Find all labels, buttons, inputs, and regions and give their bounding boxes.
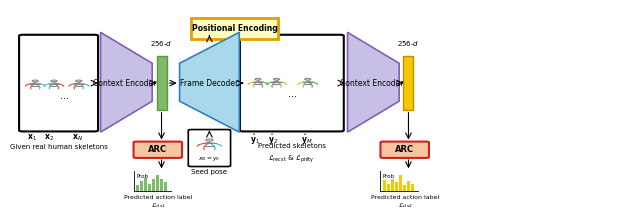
FancyBboxPatch shape: [152, 179, 156, 191]
FancyBboxPatch shape: [412, 184, 415, 191]
Text: $\hat{\mathbf{y}}_M$: $\hat{\mathbf{y}}_M$: [301, 133, 312, 147]
Text: Positional Encoding: Positional Encoding: [192, 24, 278, 33]
FancyBboxPatch shape: [391, 178, 394, 191]
FancyBboxPatch shape: [403, 185, 406, 191]
Text: $\mathbf{x}_2$: $\mathbf{x}_2$: [44, 133, 54, 143]
FancyBboxPatch shape: [383, 180, 386, 191]
Text: Context Encoder: Context Encoder: [340, 79, 403, 88]
Text: Prob: Prob: [383, 174, 395, 179]
FancyBboxPatch shape: [240, 35, 344, 131]
Text: $\mathbf{x}_N$: $\mathbf{x}_N$: [72, 133, 83, 143]
FancyBboxPatch shape: [156, 175, 159, 191]
FancyBboxPatch shape: [403, 56, 413, 110]
Text: 256-$d$: 256-$d$: [150, 39, 173, 48]
Text: $\hat{\mathbf{y}}_2$: $\hat{\mathbf{y}}_2$: [268, 133, 278, 147]
FancyBboxPatch shape: [136, 186, 139, 191]
Polygon shape: [180, 32, 239, 132]
Text: 256-$d$: 256-$d$: [397, 39, 420, 48]
FancyBboxPatch shape: [191, 18, 278, 39]
FancyBboxPatch shape: [188, 129, 230, 166]
Text: ARC: ARC: [395, 145, 414, 154]
FancyBboxPatch shape: [164, 182, 168, 191]
Text: $\mathcal{L}_{\mathrm{recst}}$ & $\mathcal{L}_{\mathrm{pnlty}}$: $\mathcal{L}_{\mathrm{recst}}$ & $\mathc…: [268, 154, 315, 165]
FancyBboxPatch shape: [399, 175, 403, 191]
Text: $x_N = y_0$: $x_N = y_0$: [198, 155, 220, 163]
Text: Context Encoder: Context Encoder: [93, 79, 157, 88]
Text: Seed pose: Seed pose: [191, 169, 227, 175]
Text: Predicted skeletons: Predicted skeletons: [257, 143, 326, 149]
FancyBboxPatch shape: [148, 184, 151, 191]
FancyBboxPatch shape: [387, 184, 390, 191]
Text: Frame Decoder: Frame Decoder: [180, 79, 239, 88]
Text: ...: ...: [60, 91, 69, 101]
FancyBboxPatch shape: [19, 35, 98, 131]
Polygon shape: [348, 32, 399, 132]
Text: Prob: Prob: [136, 174, 148, 179]
FancyBboxPatch shape: [380, 142, 429, 158]
FancyBboxPatch shape: [395, 182, 398, 191]
Polygon shape: [100, 32, 152, 132]
FancyBboxPatch shape: [140, 181, 143, 191]
Text: ARC: ARC: [148, 145, 167, 154]
Text: Given real human skeletons: Given real human skeletons: [10, 144, 108, 150]
Text: ...: ...: [287, 89, 297, 99]
FancyBboxPatch shape: [134, 142, 182, 158]
FancyBboxPatch shape: [160, 179, 163, 191]
Text: $\hat{\mathbf{y}}_1$: $\hat{\mathbf{y}}_1$: [250, 133, 260, 147]
FancyBboxPatch shape: [157, 56, 166, 110]
Text: Predicted action label
$\mathcal{L}_{\mathrm{cls1}}$: Predicted action label $\mathcal{L}_{\ma…: [124, 195, 193, 210]
Text: Predicted action label
$\mathcal{L}_{\mathrm{cls2}}$: Predicted action label $\mathcal{L}_{\ma…: [371, 195, 440, 210]
FancyBboxPatch shape: [407, 181, 410, 191]
Text: $\mathbf{x}_1$: $\mathbf{x}_1$: [28, 133, 37, 143]
FancyBboxPatch shape: [144, 178, 147, 191]
